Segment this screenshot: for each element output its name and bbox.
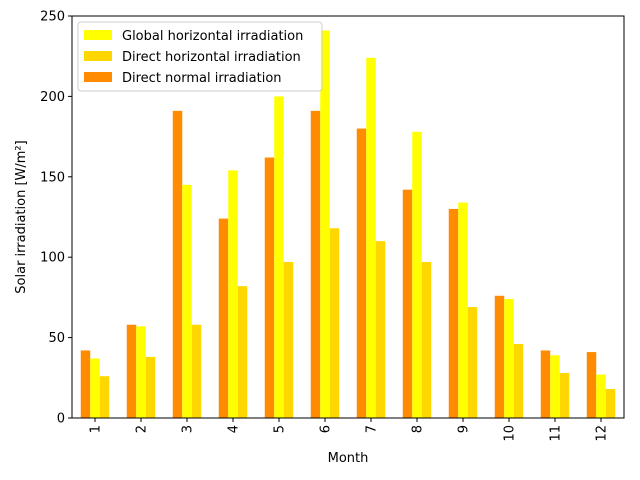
x-tick-label: 4 <box>227 425 242 433</box>
bar-global-horizontal-irradiation-12 <box>596 374 606 418</box>
bar-direct-horizontal-irradiation-8 <box>421 262 432 418</box>
bar-direct-normal-irradiation-6 <box>310 110 321 419</box>
bar-direct-horizontal-irradiation-12 <box>605 389 616 418</box>
x-tick-label: 2 <box>135 425 150 433</box>
legend-label: Direct normal irradiation <box>122 71 282 86</box>
bar-direct-horizontal-irradiation-5 <box>283 262 294 418</box>
y-tick-label: 150 <box>40 170 65 185</box>
bar-global-horizontal-irradiation-11 <box>550 355 560 418</box>
bar-direct-horizontal-irradiation-2 <box>145 356 156 418</box>
x-axis: 1 2 3 4 5 6 7 8 9 10 11 12 <box>89 418 610 442</box>
x-axis-label: Month <box>328 451 369 466</box>
y-axis-label: Solar irradiation [W/m²] <box>14 140 29 293</box>
y-tick-label: 200 <box>40 90 65 105</box>
bar-direct-horizontal-irradiation-7 <box>375 241 386 418</box>
bar-direct-normal-irradiation-9 <box>448 208 459 418</box>
x-tick-label: 9 <box>457 425 472 433</box>
bar-global-horizontal-irradiation-10 <box>504 299 514 418</box>
x-tick-label: 12 <box>595 425 610 442</box>
bar-direct-normal-irradiation-8 <box>402 189 413 418</box>
y-axis: 0 50 100 150 200 250 <box>40 10 72 427</box>
bar-global-horizontal-irradiation-6 <box>320 30 330 418</box>
bar-global-horizontal-irradiation-9 <box>458 202 468 418</box>
legend-label: Direct horizontal irradiation <box>122 50 301 65</box>
bar-direct-horizontal-irradiation-1 <box>99 376 110 418</box>
x-tick-label: 3 <box>181 425 196 433</box>
bar-global-horizontal-irradiation-5 <box>274 96 284 419</box>
bar-direct-horizontal-irradiation-11 <box>559 372 570 418</box>
bar-direct-normal-irradiation-3 <box>172 110 183 419</box>
x-tick-label: 10 <box>503 425 518 442</box>
x-tick-label: 7 <box>365 425 380 433</box>
bar-direct-normal-irradiation-7 <box>356 128 367 418</box>
y-tick-label: 0 <box>57 412 65 427</box>
bar-global-horizontal-irradiation-4 <box>228 170 238 418</box>
y-tick-label: 100 <box>40 251 65 266</box>
bars-group <box>80 30 616 419</box>
bar-direct-normal-irradiation-11 <box>540 350 551 418</box>
bar-global-horizontal-irradiation-1 <box>90 358 100 418</box>
bar-direct-normal-irradiation-12 <box>586 352 597 418</box>
x-tick-label: 1 <box>89 425 104 433</box>
y-tick-label: 250 <box>40 10 65 25</box>
x-tick-label: 8 <box>411 425 426 433</box>
bar-global-horizontal-irradiation-3 <box>182 184 192 418</box>
y-tick-label: 50 <box>48 331 65 346</box>
bar-direct-normal-irradiation-4 <box>218 218 229 418</box>
bar-global-horizontal-irradiation-7 <box>366 57 376 419</box>
bar-global-horizontal-irradiation-8 <box>412 131 422 418</box>
legend-label: Global horizontal irradiation <box>122 29 303 44</box>
bar-direct-horizontal-irradiation-10 <box>513 344 524 418</box>
bar-direct-horizontal-irradiation-4 <box>237 286 248 418</box>
bar-direct-normal-irradiation-10 <box>494 295 505 418</box>
x-tick-label: 11 <box>549 425 564 442</box>
legend-swatch <box>84 51 112 61</box>
bar-global-horizontal-irradiation-2 <box>136 326 146 418</box>
plot-frame <box>71 15 625 419</box>
legend: Global horizontal irradiation Direct hori… <box>77 21 323 92</box>
legend-box <box>77 21 323 92</box>
bar-direct-normal-irradiation-1 <box>80 350 91 418</box>
bar-direct-normal-irradiation-2 <box>126 324 137 418</box>
x-tick-label: 5 <box>273 425 288 433</box>
bar-direct-normal-irradiation-5 <box>264 157 275 418</box>
legend-swatch <box>84 30 112 40</box>
bar-direct-horizontal-irradiation-3 <box>191 324 202 418</box>
legend-swatch <box>84 72 112 82</box>
bar-direct-horizontal-irradiation-9 <box>467 307 478 418</box>
x-tick-label: 6 <box>319 425 334 433</box>
bar-direct-horizontal-irradiation-6 <box>329 228 340 418</box>
